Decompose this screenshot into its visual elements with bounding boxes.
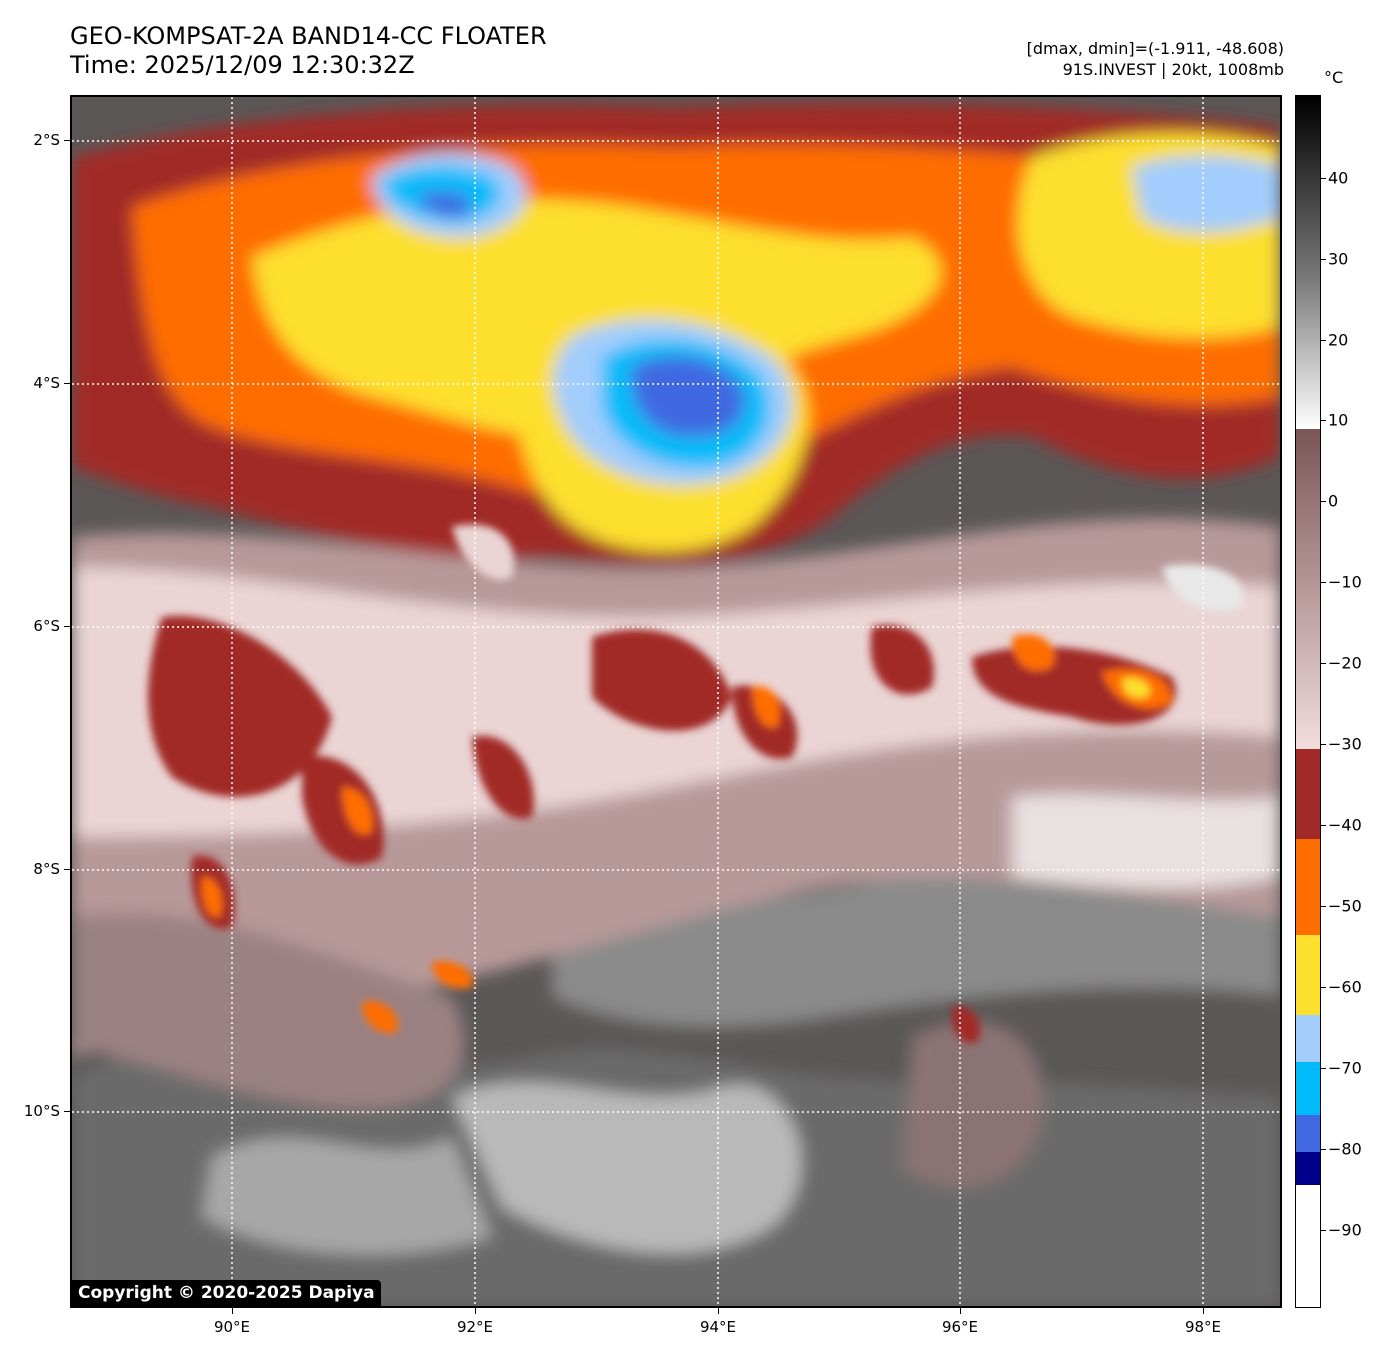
lat-tick-mark: [64, 140, 70, 141]
lon-tick-label: 90°E: [213, 1318, 251, 1336]
map-gridlines: [72, 97, 1280, 1306]
title-line-1: GEO-KOMPSAT-2A BAND14-CC FLOATER: [70, 22, 547, 50]
title-line-2: Time: 2025/12/09 12:30:32Z: [70, 51, 415, 79]
colorbar-label: −70: [1328, 1058, 1362, 1078]
colorbar-tick: [1321, 987, 1326, 988]
lat-tick-mark: [64, 1111, 70, 1112]
colorbar-label: −20: [1328, 653, 1362, 673]
lon-tick-mark: [718, 1308, 719, 1314]
colorbar-tick: [1321, 906, 1326, 907]
lon-tick-label: 92°E: [456, 1318, 494, 1336]
lat-tick-label: 8°S: [33, 860, 60, 878]
lat-tick-mark: [64, 383, 70, 384]
colorbar: [1295, 95, 1321, 1308]
colorbar-label: 40: [1328, 168, 1349, 188]
colorbar-tick: [1321, 1230, 1326, 1231]
colorbar-tick: [1321, 178, 1326, 179]
colorbar-tick: [1321, 501, 1326, 502]
colorbar-tick: [1321, 582, 1326, 583]
lat-tick-label: 2°S: [33, 131, 60, 149]
colorbar-gradient: [1296, 96, 1320, 1307]
colorbar-label: 30: [1328, 249, 1349, 269]
lon-tick-label: 98°E: [1184, 1318, 1222, 1336]
colorbar-label: −40: [1328, 815, 1362, 835]
lon-tick-mark: [232, 1308, 233, 1314]
convective-cells: [148, 524, 1244, 1043]
colorbar-tick: [1321, 825, 1326, 826]
satellite-map: Copyright © 2020-2025 Dapiya: [70, 95, 1282, 1308]
lat-tick-label: 10°S: [23, 1102, 60, 1120]
colorbar-label: −50: [1328, 896, 1362, 916]
storm-id-text: 91S.INVEST | 20kt, 1008mb: [1062, 60, 1284, 79]
colorbar-label: 0: [1328, 491, 1339, 511]
lon-tick-mark: [475, 1308, 476, 1314]
colorbar-tick: [1321, 1068, 1326, 1069]
lon-tick-mark: [1203, 1308, 1204, 1314]
lat-tick-label: 4°S: [33, 374, 60, 392]
colorbar-tick: [1321, 420, 1326, 421]
colorbar-label: −90: [1328, 1220, 1362, 1240]
colorbar-tick: [1321, 1149, 1326, 1150]
copyright-label: Copyright © 2020-2025 Dapiya: [72, 1280, 381, 1306]
colorbar-label: 20: [1328, 330, 1349, 350]
colorbar-tick: [1321, 259, 1326, 260]
colorbar-tick: [1321, 663, 1326, 664]
colorbar-tick: [1321, 340, 1326, 341]
dmax-dmin-text: [dmax, dmin]=(-1.911, -48.608): [1026, 39, 1284, 58]
satellite-imagery: [72, 97, 1280, 1306]
lat-tick-label: 6°S: [33, 617, 60, 635]
colorbar-label: −30: [1328, 734, 1362, 754]
lat-tick-mark: [64, 626, 70, 627]
colorbar-label: 10: [1328, 410, 1349, 430]
colorbar-tick: [1321, 744, 1326, 745]
lat-tick-mark: [64, 869, 70, 870]
colorbar-label: −10: [1328, 572, 1362, 592]
storm-info: [dmax, dmin]=(-1.911, -48.608) 91S.INVES…: [1027, 38, 1284, 80]
colorbar-label: −60: [1328, 977, 1362, 997]
colorbar-label: −80: [1328, 1139, 1362, 1159]
lon-tick-mark: [960, 1308, 961, 1314]
chart-title: GEO-KOMPSAT-2A BAND14-CC FLOATER Time: 2…: [70, 22, 547, 80]
colorbar-unit: °C: [1324, 68, 1344, 87]
lon-tick-label: 94°E: [699, 1318, 737, 1336]
lon-tick-label: 96°E: [941, 1318, 979, 1336]
